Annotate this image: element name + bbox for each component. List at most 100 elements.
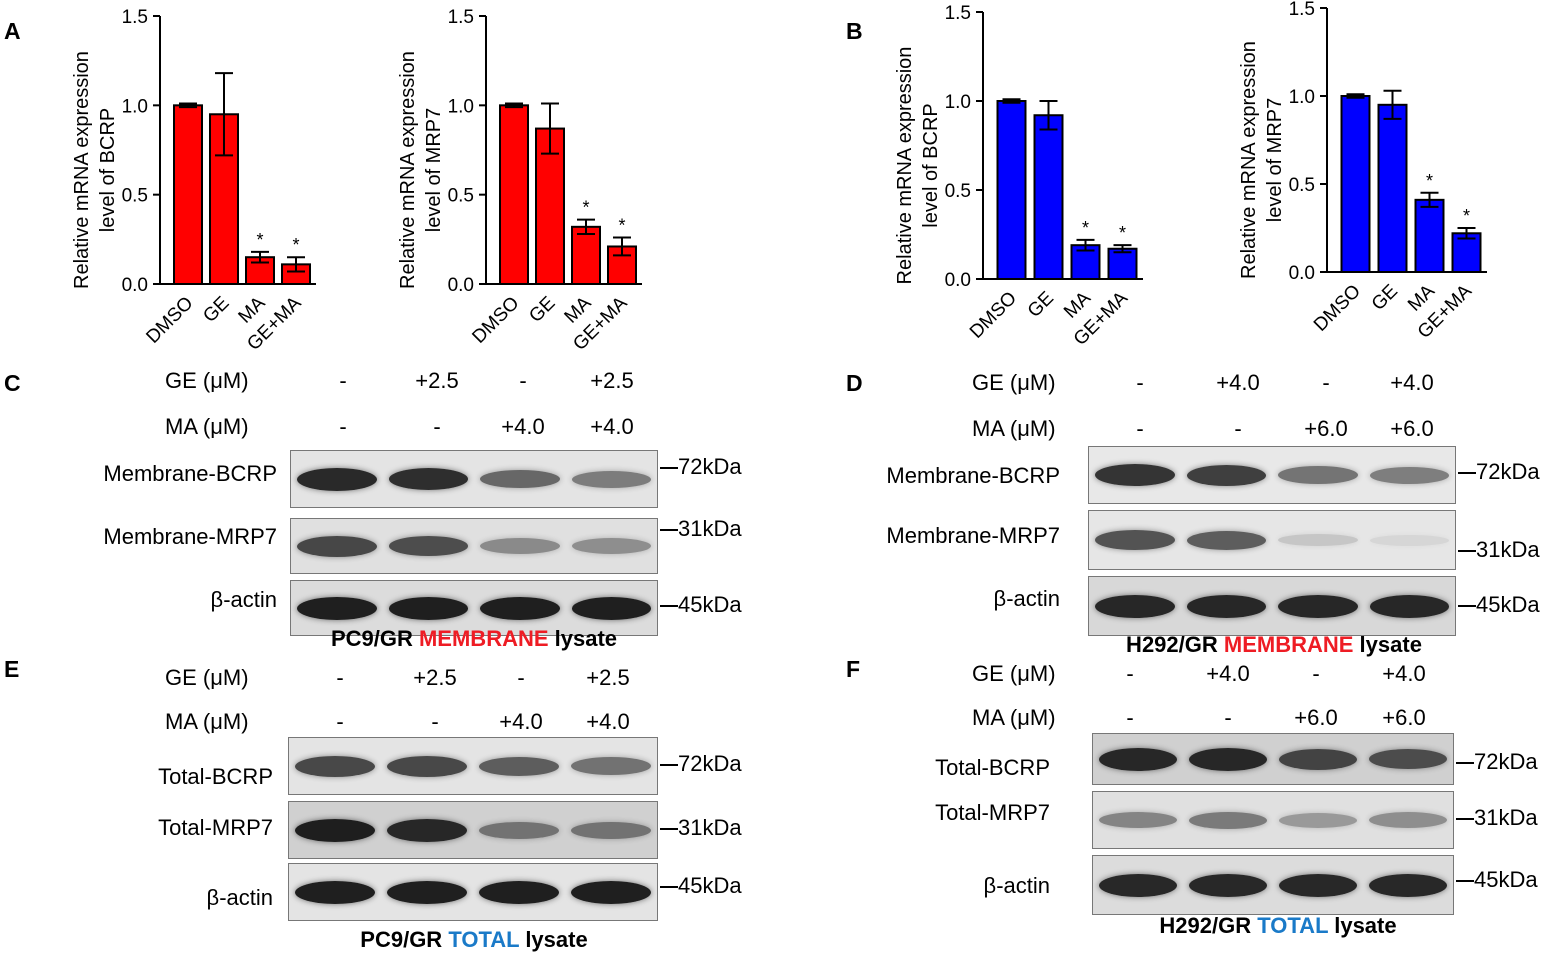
protein-band: [571, 470, 651, 488]
molecular-weight-label: 45kDa: [1474, 867, 1538, 892]
bar: [173, 104, 203, 286]
y-tick-label: 1.5: [945, 3, 971, 24]
protein-band: [387, 755, 467, 777]
ma-lane-value: +6.0: [1390, 416, 1434, 441]
ge-concentration-label: GE (μM): [972, 370, 1056, 395]
size-marker-tick: [1456, 880, 1474, 882]
bar: [571, 225, 601, 285]
protein-band: [571, 880, 651, 904]
protein-band: [297, 596, 377, 620]
molecular-weight-label: 31kDa: [1476, 537, 1540, 562]
ma-lane-value: -: [1224, 705, 1232, 730]
significance-marker: *: [292, 235, 299, 255]
y-tick-label: 1.0: [1289, 87, 1315, 108]
ma-lane-value: +6.0: [1382, 705, 1426, 730]
ge-lane-value: -: [1312, 661, 1320, 686]
y-axis-label: level of BCRP: [97, 108, 119, 233]
blot-row-label: Total-BCRP: [158, 764, 273, 789]
blot-caption: PC9/GR TOTAL lysate: [360, 927, 587, 953]
blot-strip: [288, 801, 658, 859]
blot-row-label: Total-MRP7: [935, 800, 1050, 825]
protein-band: [295, 880, 375, 904]
blot-strip: [1088, 576, 1456, 636]
blot-row-label: Total-MRP7: [158, 815, 273, 840]
ma-lane-value: -: [431, 709, 439, 734]
molecular-weight-label: 45kDa: [678, 873, 742, 898]
blot-row-label: Membrane-MRP7: [886, 523, 1060, 548]
blot-row-label: Membrane-MRP7: [103, 524, 277, 549]
x-tick-label: DMSO: [468, 293, 523, 348]
size-marker-tick: [1458, 550, 1476, 552]
blot-strip: [288, 863, 658, 921]
ge-lane-value: -: [517, 665, 525, 690]
panel-label-f: F: [846, 656, 861, 682]
x-tick-label: GE: [1024, 288, 1058, 322]
protein-band: [571, 821, 651, 839]
caption-suffix: lysate: [548, 626, 618, 651]
protein-band: [479, 880, 559, 904]
caption-cell-line: PC9/GR: [360, 927, 449, 952]
panel-label-d: D: [846, 370, 863, 396]
y-axis-label: Relative mRNA expression: [71, 51, 93, 289]
caption-lysate-type: TOTAL: [1257, 913, 1329, 938]
protein-band: [1186, 464, 1266, 486]
ge-lane-value: +4.0: [1206, 661, 1250, 686]
significance-marker: *: [582, 198, 589, 218]
molecular-weight-label: 72kDa: [1474, 749, 1538, 774]
protein-band: [1186, 594, 1266, 618]
protein-band: [571, 596, 651, 620]
protein-band: [388, 468, 468, 490]
blot-row-label: β-actin: [993, 586, 1060, 611]
protein-band: [1189, 873, 1267, 897]
western-blot-panel-e: GE (μM) MA (μM) - +2.5 - +2.5 - - +4.0 +4.0 Total-…: [0, 655, 782, 960]
ma-lane-value: +4.0: [501, 414, 545, 439]
protein-band: [571, 538, 651, 554]
ge-lane-value: +2.5: [415, 368, 459, 393]
y-tick-label: 0.5: [1289, 175, 1315, 196]
ge-lane-value: +4.0: [1216, 370, 1260, 395]
ma-lane-value: +6.0: [1294, 705, 1338, 730]
ge-lane-value: -: [1126, 661, 1134, 686]
blot-strip: [1088, 510, 1456, 570]
protein-band: [1369, 873, 1447, 897]
ma-lane-value: -: [433, 414, 441, 439]
panel-label-c: C: [4, 370, 21, 396]
ge-lane-value: +2.5: [586, 665, 630, 690]
size-marker-tick: [660, 467, 678, 469]
y-axis-label: level of MRP7: [1264, 98, 1286, 223]
protein-band: [388, 596, 468, 620]
y-tick-label: 0.5: [448, 186, 474, 207]
protein-band: [1099, 812, 1177, 828]
caption-suffix: lysate: [1353, 632, 1422, 657]
caption-lysate-type: TOTAL: [448, 927, 520, 952]
ge-lane-value: -: [339, 368, 347, 393]
y-tick-label: 1.0: [122, 96, 148, 117]
blot-row-label: β-actin: [206, 885, 273, 910]
bar: [1033, 114, 1064, 280]
ma-lane-value: +4.0: [499, 709, 543, 734]
blot-row-label: β-actin: [983, 873, 1050, 898]
protein-band: [387, 880, 467, 904]
blot-strip: [1092, 855, 1454, 915]
blot-strip: [290, 450, 658, 508]
protein-band: [295, 818, 375, 842]
ma-concentration-label: MA (μM): [972, 705, 1056, 730]
size-marker-tick: [660, 828, 678, 830]
significance-marker: *: [618, 216, 625, 236]
y-tick-label: 1.5: [1289, 0, 1315, 20]
protein-band: [1369, 749, 1447, 769]
blot-strip: [290, 518, 658, 574]
blot-row-label: β-actin: [210, 587, 277, 612]
ma-lane-value: +4.0: [590, 414, 634, 439]
ma-concentration-label: MA (μM): [972, 416, 1056, 441]
ma-concentration-label: MA (μM): [165, 414, 249, 439]
ge-lane-value: +2.5: [590, 368, 634, 393]
panel-label-e: E: [4, 656, 20, 682]
protein-band: [479, 821, 559, 839]
y-tick-label: 1.5: [122, 7, 148, 28]
western-blot-panel-c: GE (μM) MA (μM) - +2.5 - +2.5 - - +4.0 +4.0 Membra…: [0, 360, 782, 660]
molecular-weight-label: 72kDa: [678, 751, 742, 776]
caption-cell-line: PC9/GR: [330, 626, 419, 651]
ge-lane-value: +4.0: [1382, 661, 1426, 686]
